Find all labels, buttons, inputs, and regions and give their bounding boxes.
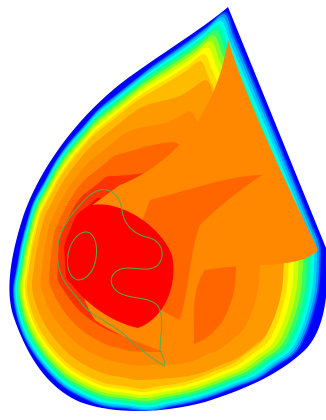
contour-outline-0 xyxy=(56,189,166,367)
contour-outline-1 xyxy=(67,231,97,281)
contour-outlines xyxy=(56,189,166,367)
contour-band-core xyxy=(66,204,174,328)
